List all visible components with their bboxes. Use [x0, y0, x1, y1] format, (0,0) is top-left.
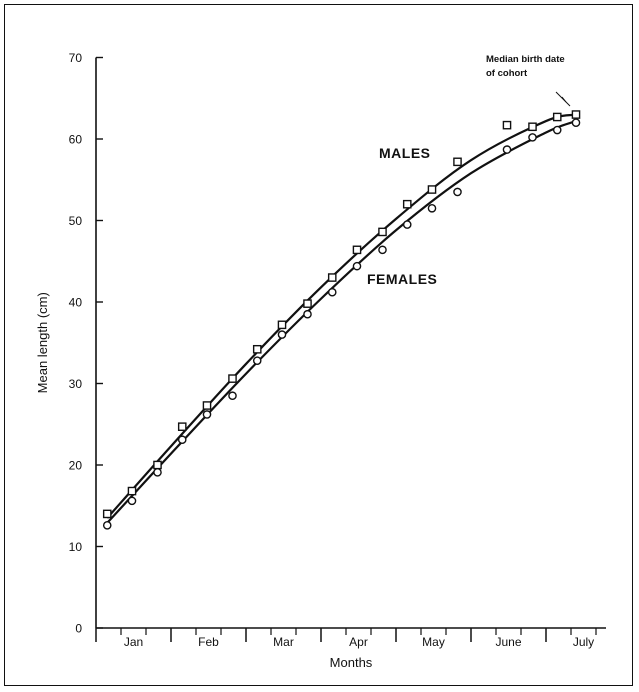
x-tick-label: Jan: [124, 635, 143, 649]
y-tick-label: 10: [69, 540, 83, 554]
annotation-line-2: of cohort: [486, 68, 528, 79]
males-point: [502, 120, 512, 130]
males-point: [352, 245, 362, 255]
males-point: [327, 273, 337, 282]
males-point: [378, 227, 387, 237]
males-point: [552, 112, 562, 122]
x-tick-label: May: [422, 635, 445, 649]
y-tick-label: 70: [69, 51, 83, 65]
males-point: [202, 401, 212, 410]
x-tick-label: June: [495, 635, 521, 649]
females-point: [153, 468, 162, 477]
males-point: [402, 199, 412, 209]
females-point: [202, 410, 212, 419]
females-point: [127, 496, 137, 506]
females-curve: [106, 120, 577, 524]
males-point: [127, 486, 137, 496]
females-point: [378, 245, 387, 255]
females-point: [528, 133, 537, 142]
females-point: [502, 145, 512, 154]
x-tick-label: Apr: [349, 635, 368, 649]
males-point: [571, 110, 581, 119]
females-point: [352, 261, 362, 271]
x-axis-title: Months: [330, 655, 373, 670]
y-tick-label: 50: [69, 214, 83, 228]
males-point: [277, 320, 287, 330]
males-point: [528, 122, 537, 132]
males-label: MALES: [379, 145, 431, 161]
females-point: [228, 391, 237, 401]
females-point: [102, 521, 112, 530]
females-point: [303, 309, 312, 319]
females-label: FEMALES: [367, 271, 437, 287]
x-tick-label: Feb: [198, 635, 219, 649]
males-point: [453, 157, 462, 167]
males-point: [228, 374, 237, 383]
y-tick-label: 40: [69, 296, 83, 310]
y-axis-title: Mean length (cm): [35, 292, 50, 393]
males-point: [303, 299, 312, 308]
females-point: [453, 187, 462, 197]
females-point: [427, 203, 437, 213]
males-point: [177, 422, 187, 431]
x-tick-label: Mar: [273, 635, 294, 649]
chart-frame: [4, 4, 633, 686]
y-tick-label: 20: [69, 459, 83, 473]
males-point: [427, 185, 437, 194]
females-point: [571, 118, 581, 127]
y-tick-label: 0: [75, 622, 82, 636]
males-point: [102, 509, 112, 519]
annotation-line-1: Median birth date: [486, 54, 565, 65]
x-tick-label: July: [573, 635, 594, 649]
males-point: [252, 344, 262, 354]
females-point: [177, 435, 187, 445]
females-point: [252, 356, 262, 365]
females-point: [277, 330, 287, 339]
y-tick-label: 60: [69, 133, 83, 147]
females-point: [327, 287, 337, 297]
females-point: [402, 220, 412, 229]
males-curve: [106, 113, 577, 519]
annotation-pointer: [561, 96, 567, 103]
males-point: [153, 460, 162, 470]
y-tick-label: 30: [69, 377, 83, 391]
females-point: [552, 125, 562, 135]
